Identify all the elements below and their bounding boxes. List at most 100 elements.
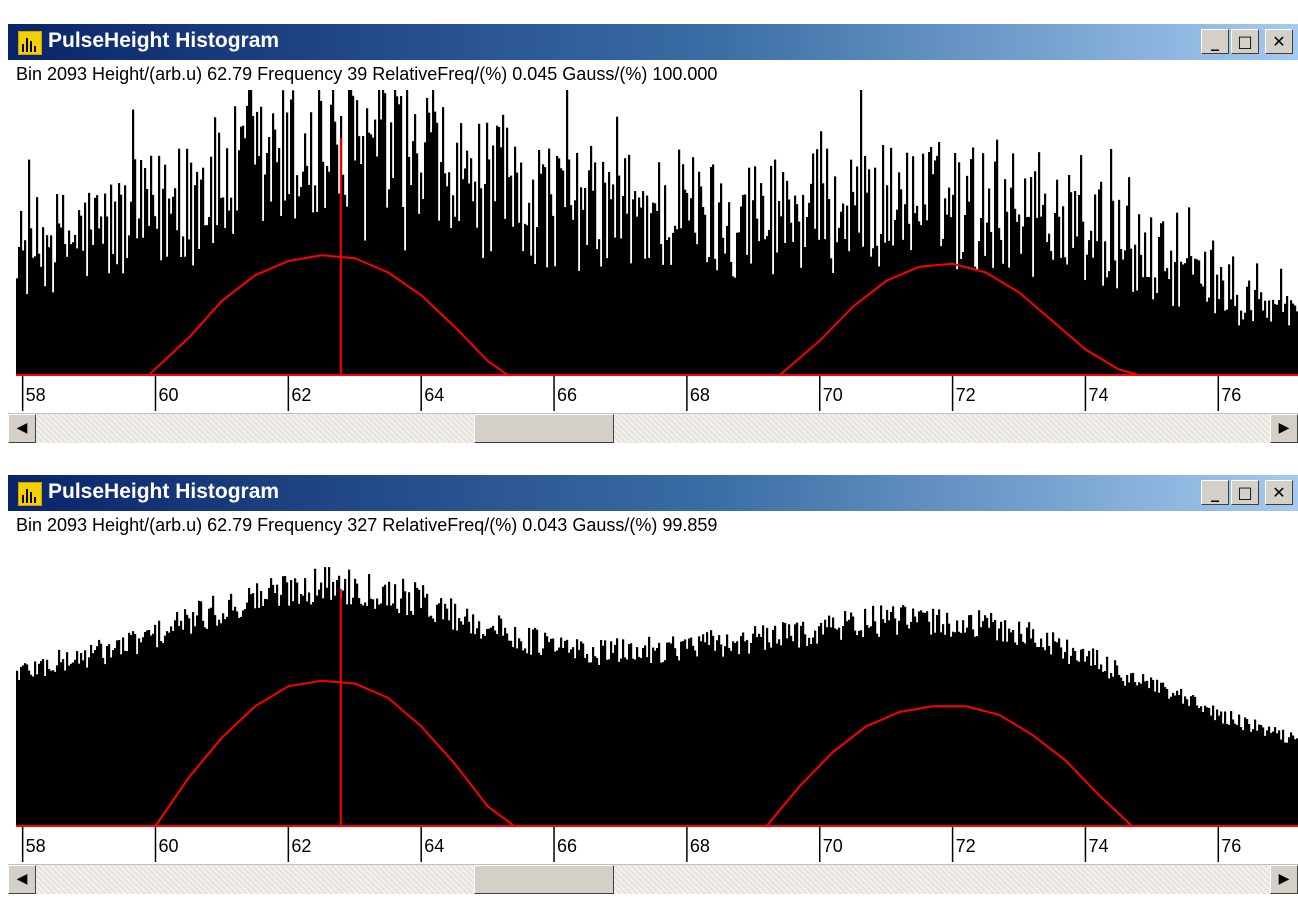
scroll-thumb[interactable] bbox=[474, 865, 614, 894]
histogram-bar bbox=[1050, 654, 1053, 826]
histogram-bar bbox=[1116, 665, 1119, 826]
scroll-right-button[interactable]: ▶ bbox=[1270, 414, 1298, 443]
histogram-bar bbox=[556, 650, 559, 826]
histogram-bar bbox=[428, 112, 431, 375]
histogram-bar bbox=[1122, 681, 1125, 826]
scroll-thumb[interactable] bbox=[474, 414, 614, 443]
histogram-bar bbox=[1268, 726, 1271, 826]
histogram-bar bbox=[1090, 665, 1093, 826]
histogram-bar bbox=[164, 164, 167, 375]
x-tick-label: 70 bbox=[823, 385, 843, 405]
histogram-bar bbox=[700, 186, 703, 375]
histogram-bar bbox=[24, 663, 27, 826]
histogram-bar bbox=[1292, 303, 1295, 375]
histogram-bar bbox=[44, 675, 47, 826]
histogram-bar bbox=[1286, 742, 1289, 826]
histogram-bar bbox=[732, 276, 735, 375]
histogram-bar bbox=[662, 264, 665, 375]
histogram-bar bbox=[348, 90, 351, 375]
histogram-bar bbox=[1118, 674, 1121, 826]
histogram-bar bbox=[570, 649, 573, 826]
histogram-bar bbox=[188, 618, 191, 826]
histogram-plot[interactable]: 58 60 62 64 66 68 70 72 74 76 bbox=[16, 541, 1298, 866]
minimize-button[interactable]: _ bbox=[1201, 480, 1229, 505]
histogram-bar bbox=[1256, 263, 1259, 375]
histogram-bar bbox=[520, 162, 523, 375]
histogram-bar bbox=[786, 638, 789, 826]
histogram-bar bbox=[492, 145, 495, 375]
histogram-bar bbox=[984, 615, 987, 826]
maximize-button[interactable]: □ bbox=[1231, 480, 1259, 505]
histogram-bar bbox=[170, 213, 173, 375]
histogram-bar bbox=[496, 125, 499, 376]
histogram-bar bbox=[578, 649, 581, 826]
horizontal-scrollbar[interactable]: ◀ ▶ bbox=[8, 864, 1298, 894]
histogram-bar bbox=[390, 122, 393, 375]
x-tick-label: 66 bbox=[557, 836, 577, 856]
histogram-bar bbox=[826, 627, 829, 826]
histogram-bar bbox=[376, 598, 379, 826]
histogram-bar bbox=[586, 244, 589, 375]
histogram-bar bbox=[314, 185, 317, 375]
histogram-bar bbox=[466, 150, 469, 375]
histogram-bar bbox=[112, 253, 115, 375]
histogram-bar bbox=[452, 629, 455, 826]
histogram-bar bbox=[600, 640, 603, 826]
histogram-bar bbox=[944, 198, 947, 375]
histogram-plot[interactable]: 58 60 62 64 66 68 70 72 74 76 bbox=[16, 90, 1298, 415]
histogram-bar bbox=[1040, 638, 1043, 826]
histogram-bar bbox=[354, 160, 357, 375]
histogram-bar bbox=[1180, 261, 1183, 375]
histogram-bar bbox=[262, 605, 265, 826]
histogram-bar bbox=[840, 639, 843, 826]
histogram-bar bbox=[776, 643, 779, 826]
histogram-bar bbox=[386, 207, 389, 375]
scroll-left-button[interactable]: ◀ bbox=[8, 865, 36, 894]
histogram-bar bbox=[584, 188, 587, 375]
title-bar[interactable]: PulseHeight Histogram _ □ ✕ bbox=[8, 24, 1298, 60]
histogram-bar bbox=[1022, 641, 1025, 826]
histogram-bar bbox=[896, 209, 899, 375]
histogram-bar bbox=[1102, 285, 1105, 375]
histogram-app-icon[interactable] bbox=[18, 31, 42, 55]
histogram-bar bbox=[532, 179, 535, 375]
title-bar[interactable]: PulseHeight Histogram _ □ ✕ bbox=[8, 475, 1298, 511]
histogram-bar bbox=[894, 618, 897, 826]
histogram-bar bbox=[108, 273, 111, 375]
histogram-bar bbox=[388, 581, 391, 826]
histogram-bar bbox=[196, 615, 199, 826]
close-button[interactable]: ✕ bbox=[1265, 480, 1293, 505]
histogram-bar bbox=[298, 603, 301, 826]
histogram-bar bbox=[82, 660, 85, 826]
minimize-button[interactable]: _ bbox=[1201, 29, 1229, 54]
scroll-right-button[interactable]: ▶ bbox=[1270, 865, 1298, 894]
histogram-bar bbox=[1036, 647, 1039, 826]
histogram-bar bbox=[444, 603, 447, 826]
histogram-bar bbox=[698, 171, 701, 375]
histogram-bar bbox=[522, 251, 525, 375]
histogram-bar bbox=[1212, 240, 1215, 375]
histogram-bar bbox=[462, 624, 465, 826]
histogram-bar bbox=[1218, 715, 1221, 826]
histogram-bar bbox=[548, 642, 551, 826]
histogram-bar bbox=[64, 244, 67, 375]
histogram-bar bbox=[204, 225, 207, 375]
close-button[interactable]: ✕ bbox=[1265, 29, 1293, 54]
histogram-bar bbox=[1088, 650, 1091, 826]
histogram-bar bbox=[292, 601, 295, 826]
histogram-bar bbox=[810, 183, 813, 375]
horizontal-scrollbar[interactable]: ◀ ▶ bbox=[8, 413, 1298, 443]
histogram-bar bbox=[630, 263, 633, 375]
histogram-bar bbox=[916, 205, 919, 375]
maximize-button[interactable]: □ bbox=[1231, 29, 1259, 54]
histogram-app-icon[interactable] bbox=[18, 482, 42, 506]
histogram-bar bbox=[302, 595, 305, 826]
histogram-bar bbox=[488, 628, 491, 826]
histogram-bar bbox=[1252, 321, 1255, 375]
histogram-bar bbox=[30, 674, 33, 826]
histogram-bar bbox=[928, 152, 931, 375]
histogram-bar bbox=[1250, 310, 1253, 375]
scroll-left-button[interactable]: ◀ bbox=[8, 414, 36, 443]
histogram-bar bbox=[646, 657, 649, 826]
histogram-bar bbox=[586, 654, 589, 826]
